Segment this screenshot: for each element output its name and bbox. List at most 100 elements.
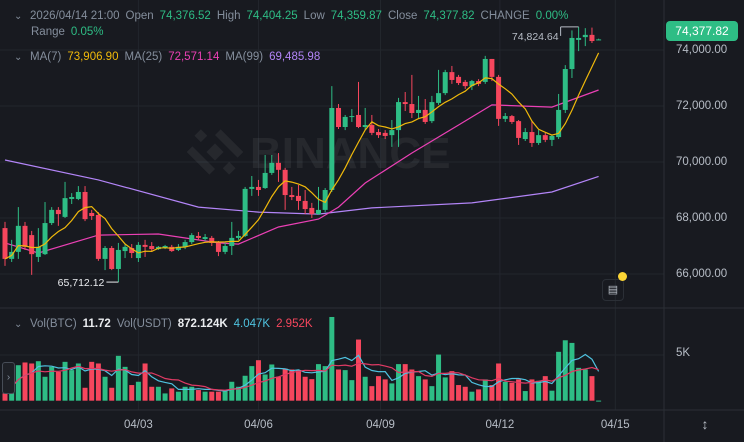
vol-btc-label: Vol(BTC)	[30, 318, 77, 330]
volume-bar	[135, 381, 141, 401]
candle	[75, 186, 81, 201]
volume-bar	[369, 386, 375, 401]
candle	[402, 91, 408, 112]
candle	[302, 190, 308, 215]
volume-bar	[295, 370, 301, 401]
candle-body	[542, 135, 548, 140]
candle	[582, 28, 588, 47]
candle-body	[289, 195, 295, 198]
volume-bar	[222, 390, 228, 401]
candle-body	[596, 39, 602, 41]
events-button[interactable]: ▤	[602, 279, 624, 301]
expand-panel-handle[interactable]: ›	[2, 362, 15, 394]
volume-bar	[269, 364, 275, 401]
ma7-polyline	[4, 52, 600, 260]
fit-vertical-icon: ↕	[701, 416, 709, 432]
candle	[456, 74, 462, 85]
candle-body	[329, 107, 335, 191]
candle-body	[456, 76, 462, 84]
volume-bar	[249, 366, 255, 401]
close-label: Close	[387, 10, 418, 22]
candle-body	[29, 235, 35, 255]
candle-body	[209, 237, 215, 243]
candle	[516, 120, 522, 145]
candle-body	[195, 235, 201, 238]
candle-body	[369, 125, 375, 133]
ma99-label: MA(99)	[225, 51, 264, 63]
candle	[269, 155, 275, 175]
candle	[295, 184, 301, 210]
candle-body	[529, 132, 535, 143]
candle	[509, 114, 515, 124]
volume-bar	[149, 386, 155, 401]
candle-body	[436, 93, 442, 103]
candle	[109, 246, 115, 271]
candle	[22, 221, 28, 250]
candle	[462, 79, 468, 89]
candle	[336, 104, 341, 129]
candle	[55, 207, 61, 226]
volume-bar	[142, 363, 148, 401]
range-value: 0.05%	[70, 26, 104, 38]
open-label: Open	[125, 10, 154, 22]
candle-body	[509, 116, 515, 122]
candle	[529, 121, 535, 147]
volume-bar	[202, 391, 208, 401]
candle-body	[129, 247, 135, 254]
candle	[235, 230, 241, 240]
candle	[422, 98, 428, 124]
volume-bar	[536, 380, 542, 401]
candle-body	[516, 121, 522, 138]
volume-bar	[322, 366, 328, 401]
volume-bar	[409, 369, 415, 401]
candle-body	[215, 242, 221, 252]
candle-body	[49, 209, 55, 224]
candle	[429, 95, 435, 124]
candle-body	[315, 209, 321, 215]
candle	[522, 128, 528, 142]
candle-body	[22, 225, 28, 247]
volume-bar	[436, 354, 442, 401]
ma25-line	[4, 89, 599, 254]
chevron-down-icon[interactable]: ⌄	[14, 318, 23, 330]
volume-bar	[469, 391, 475, 401]
volume-bar	[42, 376, 48, 401]
time-axis-tick: 04/03	[124, 419, 153, 431]
candle-body	[109, 247, 115, 269]
low-marker-label: 65,712.12	[58, 277, 105, 289]
volume-bar	[289, 369, 295, 401]
volume-bar	[22, 362, 28, 401]
candle-body	[309, 207, 315, 215]
volume-bar	[229, 381, 235, 401]
volume-bar	[442, 377, 448, 401]
candle	[536, 130, 542, 145]
candle-body	[556, 109, 562, 138]
volume-bar	[55, 371, 61, 401]
volume-bar	[69, 370, 75, 401]
candle-body	[255, 186, 261, 191]
binance-logo-icon	[186, 123, 244, 175]
candle	[329, 86, 335, 192]
candle	[35, 228, 41, 262]
candle-body	[69, 197, 75, 199]
candle	[542, 132, 548, 143]
candle	[576, 26, 582, 52]
auto-scale-button[interactable]: ↕	[695, 416, 715, 434]
chevron-down-icon[interactable]: ⌄	[14, 10, 23, 22]
candle	[135, 242, 141, 262]
candle-body	[402, 102, 408, 105]
volume-axis-tick: 5K	[676, 347, 691, 359]
price-axis-tick: 66,000.00	[676, 268, 728, 281]
candle-body	[35, 246, 41, 257]
candle	[42, 202, 48, 255]
volume-bar	[62, 361, 68, 401]
candle-body	[502, 116, 508, 119]
ma25-label: MA(25)	[124, 51, 163, 63]
chevron-down-icon[interactable]: ⌄	[14, 51, 23, 63]
candle	[262, 155, 268, 189]
candle	[149, 242, 155, 252]
volume-bar	[376, 376, 382, 401]
high-label: High	[216, 10, 241, 22]
